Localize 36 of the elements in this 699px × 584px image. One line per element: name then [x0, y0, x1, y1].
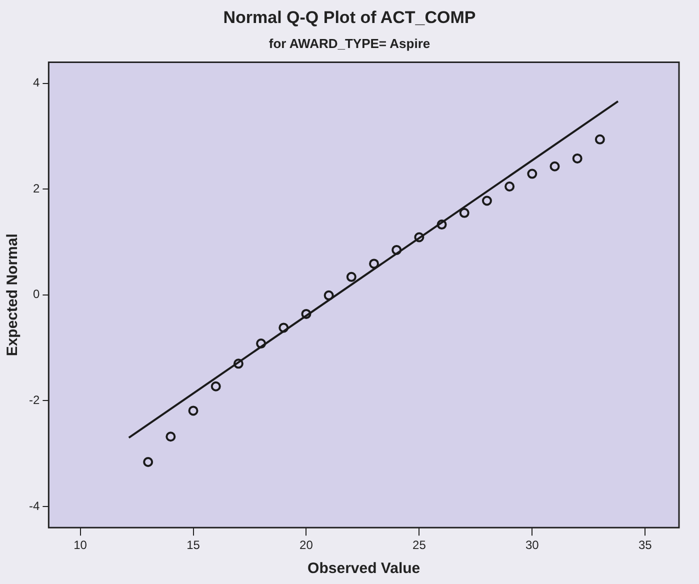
point — [166, 432, 176, 442]
point — [572, 153, 582, 164]
x-axis-title: Observed Value — [308, 560, 420, 578]
y-tick-label: 2 — [32, 181, 40, 196]
point — [459, 208, 470, 218]
point — [392, 244, 402, 255]
x-tick-label: 25 — [412, 538, 426, 552]
point — [369, 258, 379, 269]
point — [527, 168, 538, 179]
point — [346, 272, 356, 282]
point — [256, 338, 266, 349]
y-tick-label: -4 — [29, 498, 40, 513]
point — [550, 161, 560, 172]
point — [188, 406, 198, 416]
x-tick-label: 20 — [300, 538, 314, 552]
point — [436, 220, 447, 230]
point — [278, 322, 289, 333]
point — [143, 457, 154, 468]
chart-subtitle: for AWARD_TYPE= Aspire — [268, 36, 432, 51]
point — [414, 232, 424, 242]
x-tick-label: 15 — [186, 538, 200, 552]
point — [504, 181, 515, 192]
x-tick-label: 10 — [74, 538, 88, 552]
x-tick-label: 35 — [638, 538, 652, 552]
point — [324, 290, 334, 300]
point — [210, 381, 221, 392]
y-axis-title: Expected Normal — [4, 234, 22, 356]
y-tick-label: 0 — [32, 287, 40, 302]
x-tick-label: 30 — [525, 538, 540, 552]
point — [594, 134, 605, 144]
point — [301, 308, 312, 319]
y-tick-label: -2 — [29, 392, 40, 407]
chart-title: Normal Q-Q Plot of ACT_COMP — [222, 8, 477, 28]
point — [482, 196, 492, 206]
point — [233, 358, 244, 369]
y-tick-label: 4 — [32, 76, 40, 90]
